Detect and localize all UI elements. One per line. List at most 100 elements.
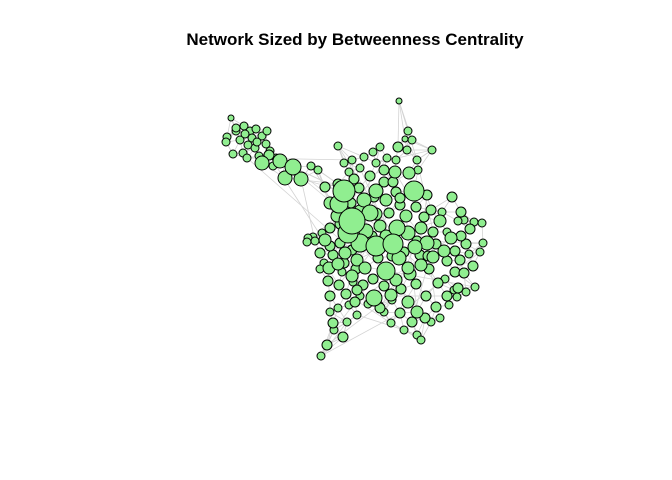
- network-node: [353, 182, 365, 194]
- network-node: [394, 307, 406, 319]
- network-node: [430, 301, 442, 313]
- network-node: [368, 147, 378, 157]
- network-node: [352, 310, 362, 320]
- network-node: [306, 161, 316, 171]
- network-node: [444, 300, 454, 310]
- network-node: [414, 258, 428, 272]
- network-node: [284, 158, 302, 176]
- network-node: [453, 216, 463, 226]
- network-node: [318, 233, 332, 247]
- network-node: [403, 180, 425, 202]
- network-node: [414, 221, 428, 235]
- network-node: [337, 331, 349, 343]
- network-node: [365, 289, 383, 307]
- network-node: [444, 231, 458, 245]
- network-node: [394, 192, 406, 204]
- network-node: [379, 193, 393, 207]
- network-node: [373, 219, 387, 233]
- network-node: [452, 282, 464, 294]
- network-node: [454, 254, 466, 266]
- network-node: [455, 206, 467, 218]
- network-node: [403, 126, 413, 136]
- network-node: [322, 275, 334, 287]
- network-node: [401, 135, 409, 143]
- network-node: [382, 153, 392, 163]
- network-node: [261, 139, 271, 149]
- network-node: [314, 247, 326, 259]
- network-node: [478, 238, 488, 248]
- network-node: [446, 191, 458, 203]
- network-node: [382, 233, 404, 255]
- network-node: [344, 167, 354, 177]
- network-node: [364, 170, 376, 182]
- network-node: [324, 222, 336, 234]
- network-node: [401, 261, 415, 275]
- network-node: [427, 145, 437, 155]
- network-node: [313, 165, 323, 175]
- network-node: [371, 158, 381, 168]
- network-node: [333, 141, 343, 151]
- network-node: [410, 201, 422, 213]
- network-node: [376, 261, 396, 281]
- network-node: [426, 250, 440, 264]
- network-node: [277, 170, 293, 186]
- network-node: [378, 164, 390, 176]
- network-node: [464, 223, 476, 235]
- network-node: [441, 290, 453, 302]
- network-node: [310, 236, 320, 246]
- network-node: [402, 166, 416, 180]
- network-node: [401, 295, 415, 309]
- network-node: [441, 255, 453, 267]
- network-node: [407, 239, 423, 255]
- network-node: [467, 260, 479, 272]
- network-node: [375, 142, 385, 152]
- network-node: [399, 209, 413, 223]
- network-node: [383, 207, 395, 219]
- network-node: [384, 288, 398, 302]
- network-node: [455, 230, 467, 242]
- network-node: [412, 155, 422, 165]
- network-node: [367, 273, 379, 285]
- network-node: [339, 158, 349, 168]
- network-node: [338, 207, 366, 235]
- network-node: [345, 269, 359, 283]
- network-node: [331, 257, 345, 271]
- network-node: [355, 163, 365, 173]
- network-node: [302, 237, 312, 247]
- network-node: [348, 173, 360, 185]
- network-node: [437, 244, 451, 258]
- network-node: [449, 266, 461, 278]
- network-edge: [398, 100, 406, 140]
- network-node: [386, 318, 396, 328]
- network-node: [395, 97, 403, 105]
- network-node: [420, 290, 432, 302]
- network-node: [321, 339, 333, 351]
- network-node: [252, 137, 262, 147]
- network-node: [235, 135, 245, 145]
- network-node: [399, 325, 409, 335]
- network-node: [242, 153, 252, 163]
- network-node: [449, 245, 461, 257]
- network-node: [435, 313, 445, 323]
- network-node: [392, 141, 404, 153]
- network-node: [388, 219, 406, 237]
- network-node: [227, 114, 235, 122]
- network-edge: [397, 100, 400, 148]
- network-node: [433, 214, 447, 228]
- network-node: [351, 284, 363, 296]
- network-node: [325, 307, 335, 317]
- network-edge: [356, 314, 405, 331]
- network-node: [332, 179, 356, 203]
- network-node: [347, 155, 357, 165]
- network-node: [228, 149, 238, 159]
- network-node: [316, 351, 326, 361]
- plot-title: Network Sized by Betweenness Centrality: [186, 30, 524, 49]
- network-node: [464, 249, 474, 259]
- network-edge: [246, 157, 353, 251]
- network-node: [327, 317, 339, 329]
- network-edge: [320, 312, 401, 357]
- network-edge: [320, 321, 348, 357]
- network-node: [333, 303, 343, 313]
- network-node: [432, 277, 444, 289]
